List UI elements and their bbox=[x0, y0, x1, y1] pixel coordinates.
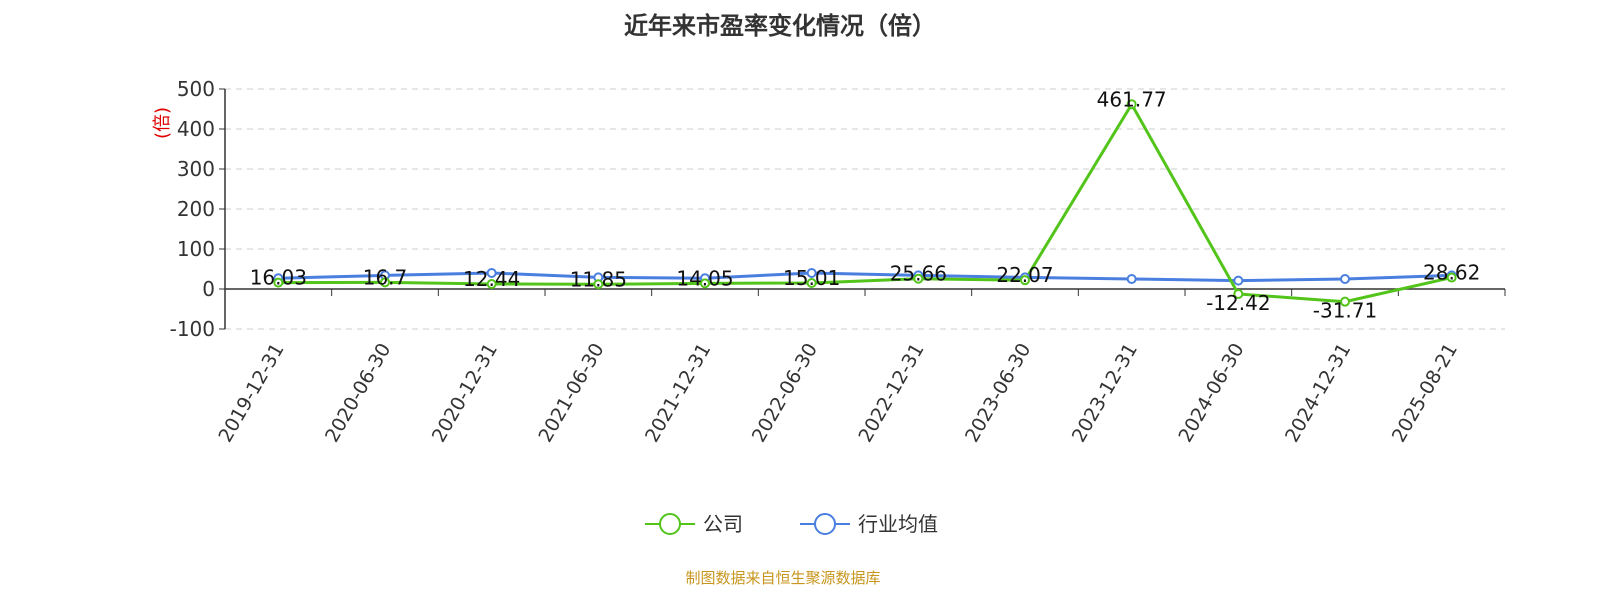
data-label: -31.71 bbox=[1313, 299, 1377, 323]
legend-label: 行业均值 bbox=[858, 512, 938, 536]
x-tick-label: 2022-12-31 bbox=[854, 339, 928, 446]
data-label: 22.07 bbox=[996, 263, 1053, 287]
y-tick-label: 400 bbox=[177, 117, 215, 141]
data-point bbox=[913, 273, 924, 284]
x-tick-label: 2020-12-31 bbox=[428, 339, 502, 446]
data-point bbox=[486, 268, 497, 278]
x-tick-label: 2021-06-30 bbox=[534, 340, 608, 447]
legend-label: 公司 bbox=[703, 512, 743, 536]
y-tick-label: 100 bbox=[177, 237, 215, 261]
x-tick-label: 2021-12-31 bbox=[641, 340, 715, 447]
x-tick-label: 2019-12-31 bbox=[214, 340, 288, 447]
x-tick-label: 2024-06-30 bbox=[1174, 340, 1248, 447]
data-point bbox=[806, 277, 817, 288]
data-point bbox=[273, 277, 284, 288]
chart-title: 近年来市盈率变化情况（倍） bbox=[624, 12, 936, 40]
source-note: 制图数据来自恒生聚源数据库 bbox=[685, 569, 881, 587]
data-point bbox=[1126, 274, 1137, 284]
data-point bbox=[1126, 99, 1137, 110]
data-point bbox=[1020, 275, 1030, 286]
x-tick-label: 2023-06-30 bbox=[961, 340, 1035, 447]
x-tick-label: 2024-12-31 bbox=[1281, 340, 1355, 447]
data-label: -12.42 bbox=[1206, 291, 1270, 315]
data-point bbox=[486, 279, 497, 290]
data-point bbox=[1446, 272, 1457, 283]
legend-marker bbox=[814, 513, 836, 535]
x-tick-label: 2023-12-31 bbox=[1068, 340, 1142, 447]
data-label: 461.77 bbox=[1097, 87, 1167, 111]
x-tick-label: 2022-06-30 bbox=[748, 340, 822, 447]
y-tick-label: 0 bbox=[202, 277, 215, 301]
data-point bbox=[1340, 296, 1350, 307]
series-line bbox=[278, 101, 1452, 304]
data-point bbox=[700, 278, 710, 289]
data-label: 28.62 bbox=[1423, 261, 1480, 285]
data-label: 14.05 bbox=[676, 266, 733, 290]
data-point bbox=[1233, 275, 1244, 286]
data-label: 25.66 bbox=[890, 262, 947, 286]
data-point bbox=[380, 277, 390, 288]
data-label: 15.01 bbox=[783, 266, 840, 290]
data-point bbox=[1340, 274, 1350, 284]
y-tick-label: 200 bbox=[177, 197, 215, 221]
series-line bbox=[278, 271, 1452, 283]
data-label: 11.85 bbox=[570, 267, 627, 291]
y-axis-label: (倍) bbox=[152, 107, 173, 139]
data-point bbox=[593, 279, 604, 290]
data-label: 16.7 bbox=[363, 265, 408, 289]
data-label: 12.44 bbox=[463, 267, 520, 291]
data-point bbox=[1233, 288, 1244, 299]
x-tick-label: 2020-06-30 bbox=[321, 340, 395, 447]
legend-marker bbox=[659, 513, 681, 535]
data-label: 16.03 bbox=[250, 266, 307, 290]
y-tick-label: 500 bbox=[177, 77, 215, 101]
y-tick-label: -100 bbox=[170, 317, 215, 341]
y-tick-label: 300 bbox=[177, 157, 215, 181]
x-tick-label: 2025-08-21 bbox=[1388, 340, 1462, 447]
data-point bbox=[806, 268, 817, 278]
